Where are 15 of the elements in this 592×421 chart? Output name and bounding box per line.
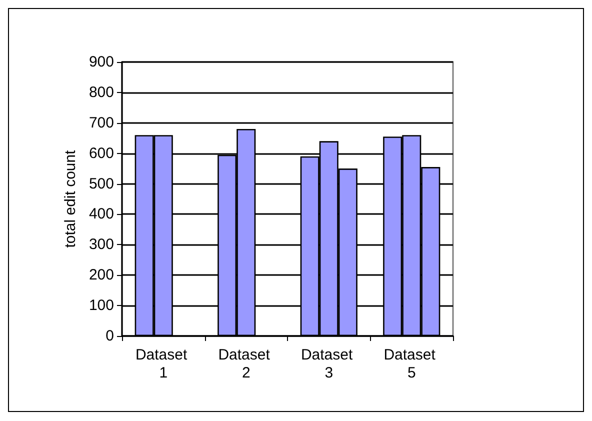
y-tick-label: 600 [88,144,114,162]
x-tick-label: Dataset 2 [218,346,274,382]
x-tick-label: Dataset 3 [300,346,357,382]
y-tick-label: 800 [88,84,114,101]
y-tick-label: 0 [106,328,114,344]
y-tick-label: 200 [88,266,114,284]
x-tick-label: Dataset 5 [384,346,440,382]
y-axis-title: total edit count [62,149,80,248]
y-tick-label: 900 [88,54,114,70]
y-tick-label: 100 [88,297,114,314]
y-tick-label: 500 [88,175,114,192]
x-tick-label: Dataset 1 [135,346,192,382]
y-tick-label: 700 [88,114,114,132]
y-tick-label: 400 [88,206,114,223]
y-tick-label: 300 [88,236,114,254]
